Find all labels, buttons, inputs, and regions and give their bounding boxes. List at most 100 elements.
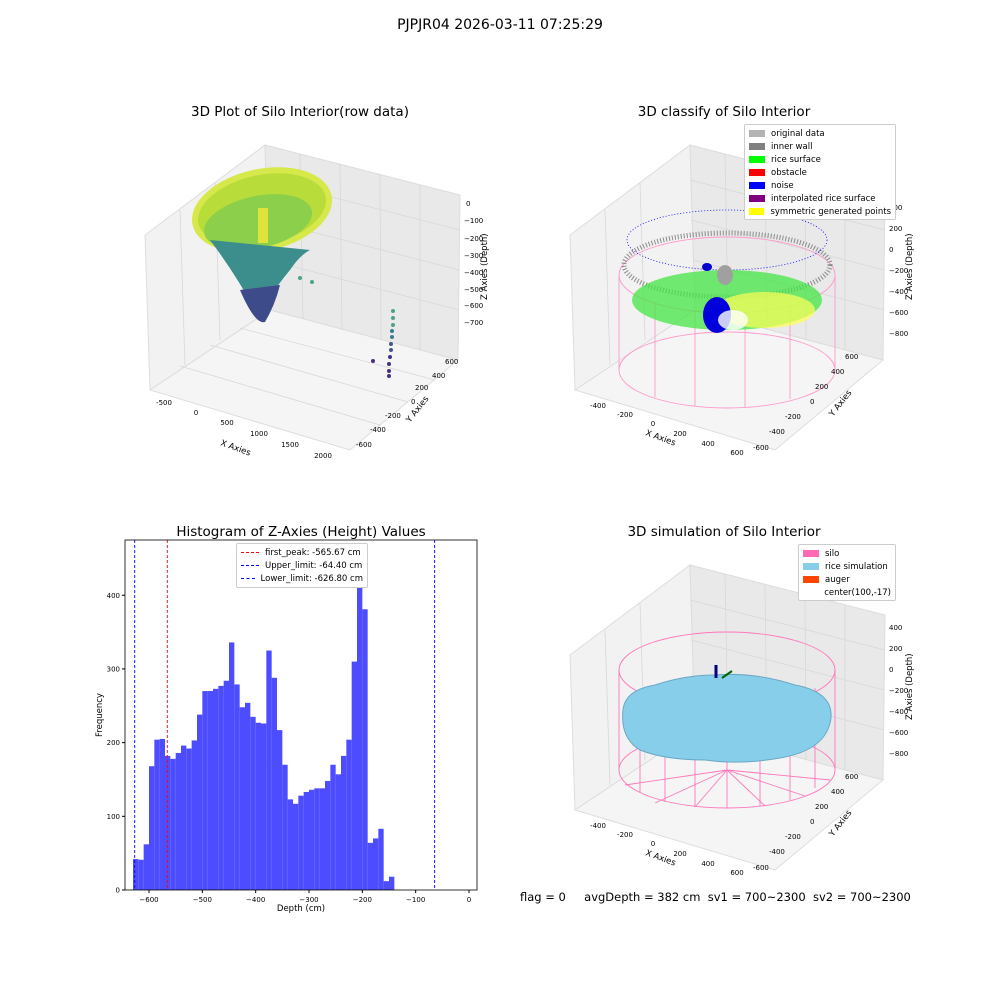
histogram-bar: [159, 738, 165, 890]
histogram-bar: [186, 748, 192, 890]
panel2-ztick-3: −200: [889, 267, 908, 275]
panel2-legend-entry: original data: [749, 127, 891, 140]
histogram-bar: [309, 789, 315, 890]
panel4-ztick-2: 0: [889, 666, 893, 674]
panel4-legend: silo rice simulation auger center(100,-17): [798, 544, 896, 601]
panel4-xtick-2: 0: [651, 840, 655, 848]
panel2-ztick-2: 0: [889, 246, 893, 254]
panel2-ytick-5: -400: [769, 428, 785, 436]
histogram-bar: [261, 723, 267, 890]
histogram-ylabel: Frequency: [95, 693, 105, 737]
panel4-xtick-4: 400: [701, 860, 714, 868]
panel2-legend-entry: interpolated rice surface: [749, 192, 891, 205]
panel1-ytick-2: 200: [415, 384, 428, 392]
panel4-ytick-0: 600: [845, 773, 858, 781]
panel1-ztick-7: −700: [464, 319, 483, 327]
panel2-legend-entry: inner wall: [749, 140, 891, 153]
histogram-bar: [202, 691, 208, 890]
panel1-center-column: [258, 208, 268, 243]
panel2-xtick-4: 400: [701, 440, 714, 448]
panel1-xtick-2: 500: [220, 419, 233, 427]
panel2-legend-entry: symmetric generated points: [749, 205, 891, 218]
panel1-ytick-1: 400: [432, 372, 445, 380]
panel4-floor: [573, 729, 885, 871]
histogram-bar: [325, 780, 331, 890]
panel1-ytick-5: -400: [370, 426, 386, 434]
panel1-cone-bottom: [240, 285, 280, 323]
panel2-ytick-0: 600: [845, 353, 858, 361]
panel4-ytick-4: -200: [785, 833, 801, 841]
panel1-xtick-5: 2000: [314, 452, 332, 460]
histogram-bar: [197, 714, 203, 890]
histogram-frame: [124, 539, 478, 891]
panel4-legend-label: auger: [825, 574, 850, 585]
histogram-legend-swatch: [241, 578, 255, 579]
histogram-bar: [346, 739, 352, 890]
panel1-xtick-1: 0: [194, 409, 198, 417]
histogram-bar: [373, 838, 379, 890]
panel1-xtick-3: 1000: [250, 430, 268, 438]
panel2-ytick-4: -200: [785, 413, 801, 421]
panel2-legend-label: noise: [771, 180, 794, 191]
histogram-bar: [351, 661, 357, 890]
histogram-y-tick-label: 100: [107, 813, 120, 821]
figure-title: PJPJR04 2026-03-11 07:25:29: [397, 17, 603, 33]
panel1-zlabel: Z Axies (Depth): [480, 233, 490, 300]
panel1-title: 3D Plot of Silo Interior(row data): [191, 104, 409, 120]
panel2-ztick-6: −800: [889, 330, 908, 338]
panel2-legend-swatch: [749, 130, 765, 137]
histogram-bar: [287, 799, 293, 890]
histogram-bar: [330, 764, 336, 890]
panel4-legend-entry: center(100,-17): [803, 586, 891, 599]
histogram-x-tick-label: −200: [353, 896, 372, 904]
panel1-ztick-4: −400: [464, 269, 483, 277]
panel2-legend-swatch: [749, 143, 765, 150]
histogram-bar: [234, 684, 240, 890]
panel2-ztick-4: −400: [889, 288, 908, 296]
histogram-bar: [223, 680, 229, 890]
panel4-legend-label: rice simulation: [825, 561, 888, 572]
histogram-x-ticks: −600 −500 −400 −300 −200 −100 0: [139, 890, 471, 904]
panel4-ytick-6: -600: [753, 864, 769, 872]
histogram-bar: [357, 556, 363, 890]
histogram-bar: [218, 685, 224, 890]
panel2-legend-entry: obstacle: [749, 166, 891, 179]
panel2-ytick-2: 200: [815, 383, 828, 391]
panel4-legend-label: silo: [825, 548, 840, 559]
histogram-bar: [271, 677, 277, 890]
histogram-bar: [319, 788, 325, 890]
panel4-legend-entry: rice simulation: [803, 560, 891, 573]
panel2-ytick-3: 0: [810, 398, 814, 406]
histogram-x-tick-label: −100: [406, 896, 425, 904]
panel4-title: 3D simulation of Silo Interior: [627, 524, 821, 540]
panel4-ytick-5: -400: [769, 848, 785, 856]
panel1-ytick-6: -600: [356, 441, 372, 449]
histogram-bar: [266, 650, 272, 890]
histogram-legend-entry: Lower_limit: -626.80 cm: [241, 572, 363, 585]
histogram-bars: [133, 556, 395, 890]
panel4-legend-entry: auger: [803, 573, 891, 586]
panel4-xtick-1: -200: [617, 831, 633, 839]
panel2-legend-label: original data: [771, 128, 825, 139]
panel4-rice-surface: [622, 673, 832, 763]
panel4-legend-label: center(100,-17): [824, 587, 891, 598]
status-sv1: sv1 = 700~2300: [707, 890, 806, 904]
histogram-y-ticks: 0 100 200 300 400: [107, 592, 125, 895]
panel2-legend-swatch: [749, 195, 765, 202]
panel2-ytick-1: 400: [831, 368, 844, 376]
histogram-x-tick-label: −400: [246, 896, 265, 904]
panel1-ztick-6: −600: [464, 302, 483, 310]
histogram-legend-label: Lower_limit: -626.80 cm: [260, 573, 363, 584]
panel2-legend-label: interpolated rice surface: [771, 193, 876, 204]
panel1-xtick-0: -500: [156, 399, 172, 407]
panel2-ztick-1: 200: [889, 225, 902, 233]
status-line: flag = 0 avgDepth = 382 cm sv1 = 700~230…: [520, 890, 911, 904]
panel2-legend: original data inner wall rice surface obsta…: [744, 124, 896, 220]
panel4-legend-swatch: [803, 563, 819, 570]
histogram-bar: [175, 752, 181, 890]
status-avg-depth: avgDepth = 382 cm: [584, 890, 701, 904]
histogram-legend-swatch: [241, 565, 259, 566]
histogram-bar: [378, 828, 384, 890]
panel4-ztick-0: 400: [889, 624, 902, 632]
histogram-x-tick-label: −600: [139, 896, 158, 904]
